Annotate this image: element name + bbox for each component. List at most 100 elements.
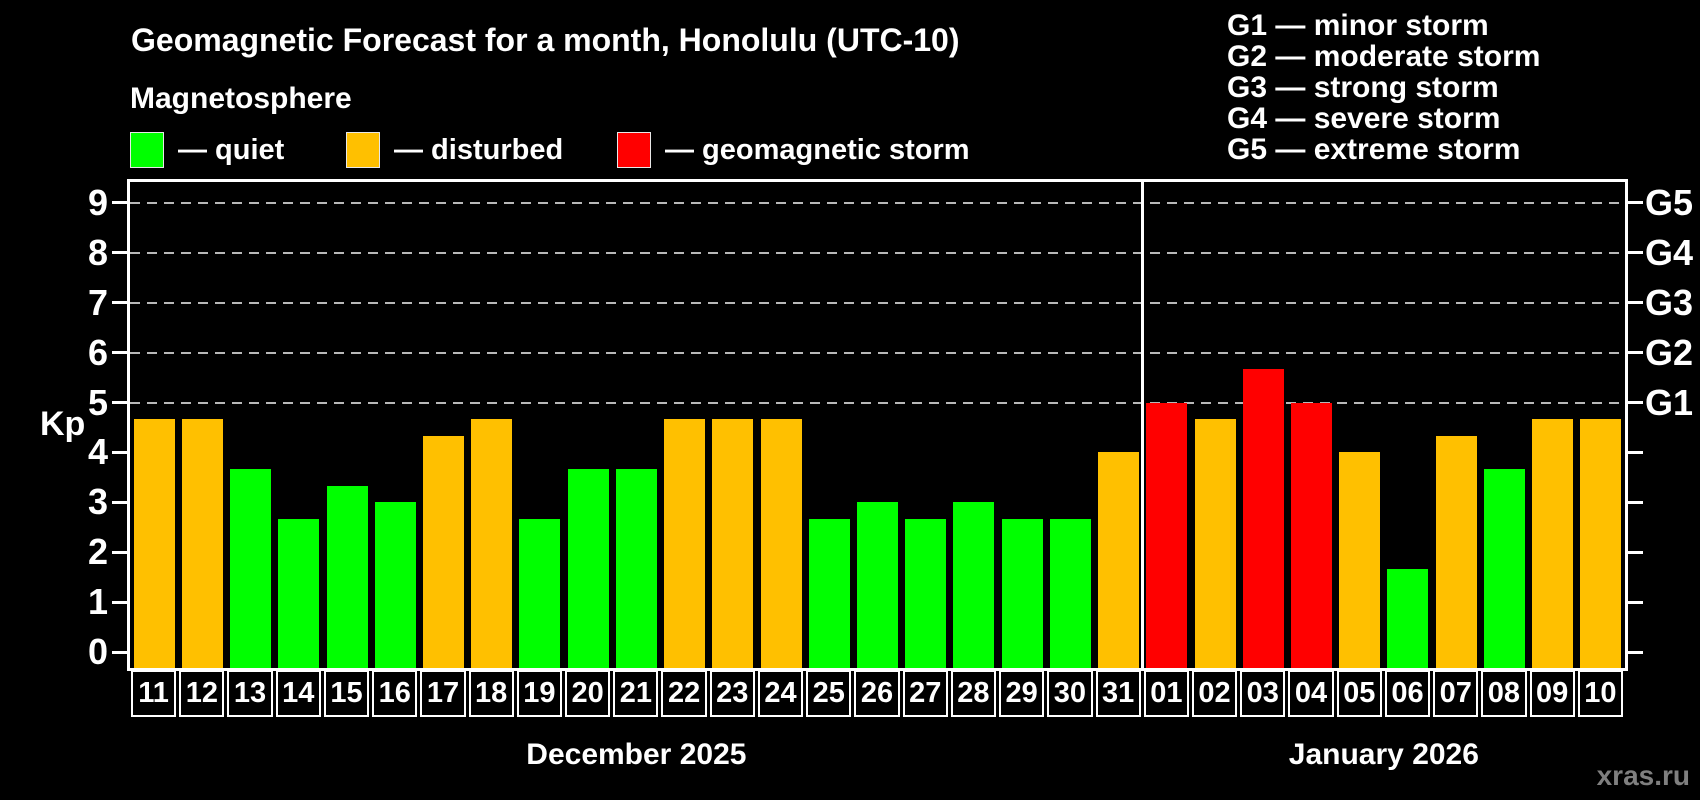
watermark: xras.ru [1596,760,1690,791]
y-tick-mark-right-8 [1628,251,1643,255]
g-scale-legend-line-5: G5 — extreme storm [1227,133,1521,166]
y-tick-mark-right-2 [1628,550,1643,554]
y-tick-mark-right-5 [1628,401,1643,405]
y-tick-mark-left-7 [112,301,127,305]
day-label-cell-07: 07 [1433,670,1479,717]
bar-day-04 [1291,402,1333,668]
bar-day-24 [760,419,802,668]
day-label-cell-03: 03 [1240,670,1286,717]
right-axis-label-g1: G1 [1645,381,1694,423]
bar-day-12 [181,419,223,668]
day-label-cell-01: 01 [1143,670,1189,717]
bar-day-21 [615,468,657,668]
month-separator-line [1141,182,1145,668]
day-label-cell-27: 27 [902,670,948,717]
y-tick-mark-left-6 [112,351,127,355]
bar-day-27 [905,518,947,668]
y-tick-mark-right-0 [1628,650,1643,654]
y-tick-mark-right-3 [1628,500,1643,504]
gridline-kp5 [130,401,1625,404]
storm-swatch-icon [617,132,651,168]
bar-day-14 [278,518,320,668]
y-tick-mark-left-4 [112,450,127,454]
status-legend: — quiet — disturbed — geomagnetic storm [0,131,1700,169]
y-tick-mark-right-6 [1628,351,1643,355]
y-tick-mark-left-8 [112,251,127,255]
day-label-cell-28: 28 [950,670,997,717]
quiet-swatch-icon [130,132,164,168]
bar-day-09 [1532,419,1574,668]
day-label-cell-14: 14 [275,670,321,717]
y-tick-label-4: 4 [87,431,108,473]
bar-day-15 [326,485,368,668]
y-tick-label-2: 2 [87,531,108,573]
storm-scale-legend: G1 — minor storm G2 — moderate storm G3 — … [1227,10,1540,165]
plot-inner [130,182,1625,668]
y-tick-label-3: 3 [87,481,108,523]
y-tick-mark-left-5 [112,401,127,405]
y-tick-mark-left-0 [112,650,127,654]
day-label-cell-04: 04 [1288,670,1334,717]
day-label-cell-24: 24 [757,670,804,717]
y-tick-mark-left-2 [112,550,127,554]
day-label-cell-12: 12 [179,670,225,717]
bar-day-01 [1146,402,1188,668]
month-label-december: December 2025 [526,738,747,771]
day-label-cell-02: 02 [1191,670,1238,717]
bar-day-16 [374,502,416,668]
chart-subtitle: Magnetosphere [130,82,352,115]
day-label-cell-18: 18 [468,670,514,717]
legend-label-quiet: — quiet [178,134,285,166]
right-axis-label-g3: G3 [1645,281,1694,323]
disturbed-swatch-icon [346,132,380,168]
bar-day-31 [1098,452,1140,668]
day-label-cell-31: 31 [1095,670,1141,717]
day-label-cell-23: 23 [709,670,755,717]
day-label-cell-06: 06 [1384,670,1431,717]
day-label-cell-21: 21 [613,670,659,717]
day-label-cell-15: 15 [323,670,370,717]
y-tick-mark-right-9 [1628,201,1643,205]
y-tick-mark-left-9 [112,201,127,205]
g-scale-legend-line-4: G4 — severe storm [1227,102,1501,135]
bar-day-18 [471,419,513,668]
bar-day-29 [1001,518,1043,668]
day-label-cell-10: 10 [1577,670,1623,717]
bar-day-23 [712,419,754,668]
bar-day-25 [808,518,850,668]
bar-day-22 [664,419,706,668]
gridline-kp6 [130,351,1625,354]
legend-label-storm: — geomagnetic storm [665,134,970,166]
bar-day-30 [1049,518,1091,668]
y-tick-mark-right-4 [1628,450,1643,454]
bar-day-03 [1242,369,1284,668]
y-tick-label-0: 0 [87,631,108,672]
right-axis-label-g5: G5 [1645,181,1694,223]
y-axis-title: Kp [40,405,86,443]
bar-day-19 [519,518,561,668]
bar-day-10 [1580,419,1622,668]
bar-day-08 [1483,468,1525,668]
gridline-kp8 [130,251,1625,254]
gridline-kp7 [130,301,1625,304]
y-tick-label-1: 1 [87,581,108,623]
day-label-cell-19: 19 [516,670,563,717]
right-axis-label-g2: G2 [1645,331,1694,373]
g-scale-legend-line-3: G3 — strong storm [1227,71,1499,104]
right-axis-label-g4: G4 [1645,231,1694,273]
y-tick-label-5: 5 [87,381,108,423]
bar-day-17 [422,435,464,668]
day-label-cell-13: 13 [227,670,273,717]
month-label-january: January 2026 [1288,738,1479,771]
bar-day-02 [1194,419,1236,668]
day-label-cell-20: 20 [565,670,611,717]
y-tick-label-9: 9 [87,181,108,223]
day-label-cell-17: 17 [420,670,466,717]
y-tick-mark-right-1 [1628,600,1643,604]
y-tick-label-6: 6 [87,331,108,373]
day-label-cell-16: 16 [372,670,418,717]
day-label-cell-29: 29 [999,670,1045,717]
bar-day-05 [1339,452,1381,668]
y-tick-mark-left-3 [112,500,127,504]
bar-day-20 [567,468,609,668]
